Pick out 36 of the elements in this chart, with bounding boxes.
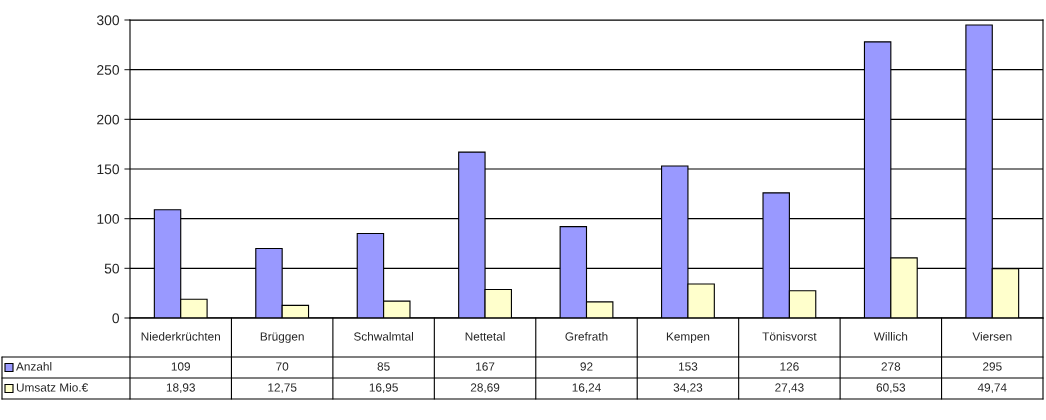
y-tick-label: 0 (112, 313, 120, 324)
data-label: 85 (377, 362, 390, 371)
data-label: 153 (679, 362, 698, 371)
data-label: 70 (276, 362, 289, 371)
data-label: 278 (881, 362, 901, 371)
data-label: 16,24 (572, 383, 601, 394)
x-tick-label: Willich (873, 332, 908, 341)
x-tick-label: Schwalmtal (353, 332, 413, 341)
data-label: 109 (171, 362, 191, 371)
data-label: 49,74 (977, 383, 1007, 394)
data-label: 167 (476, 362, 495, 371)
data-label: 60,53 (876, 383, 906, 394)
y-tick-label: 150 (97, 164, 120, 175)
x-tick-label: Kempen (666, 332, 710, 343)
x-tick-label: Brüggen (260, 332, 304, 343)
data-label: 34,23 (673, 383, 703, 394)
data-label: 16,95 (369, 383, 398, 394)
x-tick-label: Viersen (972, 332, 1012, 341)
y-tick-label: 100 (97, 214, 120, 224)
data-label: 295 (983, 362, 1002, 371)
y-tick-label: 250 (97, 65, 120, 75)
y-tick-label: 300 (96, 15, 120, 26)
data-label: 18,93 (166, 383, 195, 394)
data-label: 12,75 (268, 383, 297, 394)
x-tick-label: Niederkrüchten (141, 332, 220, 341)
legend-label: Umsatz Mio.€ (16, 383, 88, 392)
y-tick-label: 50 (104, 263, 120, 274)
data-label: 28,69 (470, 383, 500, 394)
legend-label: Anzahl (16, 362, 52, 371)
x-tick-label: Grefrath (565, 332, 608, 341)
data-label: 27,43 (775, 383, 804, 394)
x-tick-label: Nettetal (465, 332, 505, 341)
data-label: 126 (780, 362, 799, 371)
x-tick-label: Tönisvorst (762, 332, 817, 341)
data-label: 92 (580, 362, 593, 371)
y-tick-label: 200 (97, 114, 120, 125)
